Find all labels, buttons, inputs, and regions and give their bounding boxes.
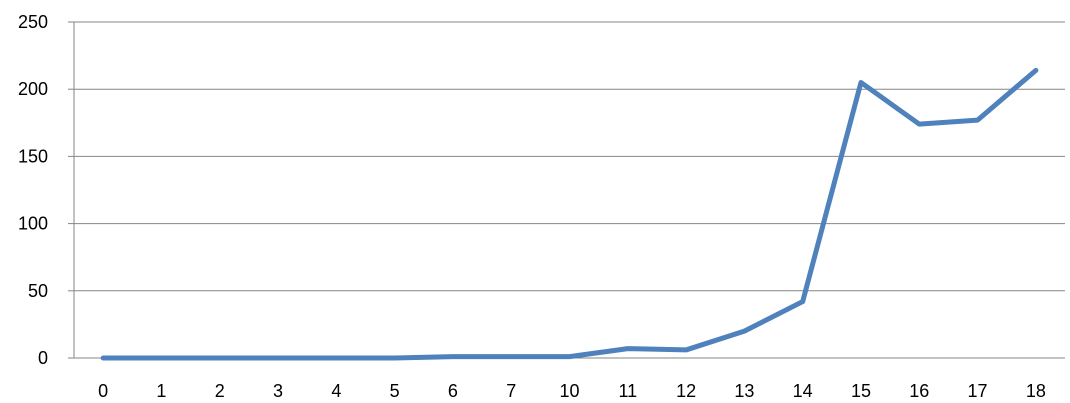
x-tick-label: 0 bbox=[98, 381, 108, 401]
x-tick-label: 16 bbox=[909, 381, 929, 401]
x-tick-label: 2 bbox=[215, 381, 225, 401]
x-tick-label: 6 bbox=[448, 381, 458, 401]
x-tick-label: 1 bbox=[156, 381, 166, 401]
y-tick-label: 150 bbox=[18, 146, 48, 166]
x-tick-label: 7 bbox=[506, 381, 516, 401]
axes bbox=[68, 21, 1065, 359]
x-tick-label: 17 bbox=[968, 381, 988, 401]
x-tick-label: 13 bbox=[734, 381, 754, 401]
y-tick-label: 50 bbox=[28, 281, 48, 301]
x-tick-label: 10 bbox=[559, 381, 579, 401]
x-tick-label: 5 bbox=[390, 381, 400, 401]
y-tick-label: 100 bbox=[18, 214, 48, 234]
series-line-0 bbox=[100, 67, 1039, 361]
x-tick-label: 12 bbox=[676, 381, 696, 401]
y-tick-label: 250 bbox=[18, 12, 48, 32]
x-tick-label: 15 bbox=[851, 381, 871, 401]
x-tick-label: 4 bbox=[331, 381, 341, 401]
x-tick-label: 14 bbox=[793, 381, 813, 401]
series bbox=[100, 67, 1039, 361]
gridlines bbox=[74, 21, 1065, 292]
y-tick-label: 200 bbox=[18, 79, 48, 99]
y-tick-labels: 0 50 100 150 200 250 bbox=[18, 12, 48, 368]
y-tick-label: 0 bbox=[38, 348, 48, 368]
x-tick-labels: 0 1 2 3 4 5 6 7 10 11 12 13 14 15 16 17 18 bbox=[98, 381, 1046, 401]
x-tick-label: 11 bbox=[618, 381, 637, 401]
x-tick-label: 3 bbox=[273, 381, 283, 401]
x-tick-label: 18 bbox=[1026, 381, 1046, 401]
